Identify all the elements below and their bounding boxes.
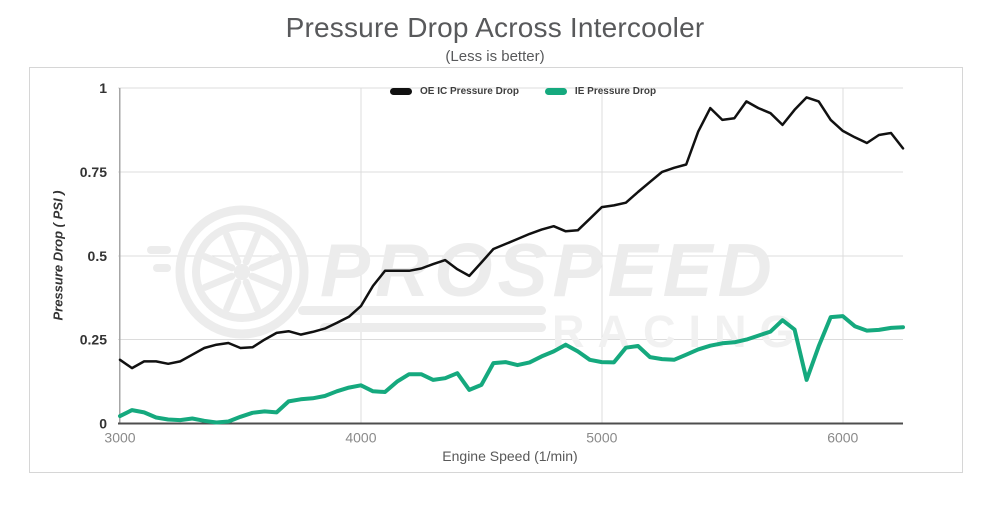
chart-outer-border — [29, 67, 963, 473]
legend-swatch-ie — [544, 88, 567, 95]
chart-subtitle: (Less is better) — [445, 48, 545, 65]
watermark-speed-stripe — [298, 306, 546, 315]
legend-swatch-oe-ic — [390, 88, 412, 95]
chart-title: Pressure Drop Across Intercooler — [285, 12, 705, 43]
y-tick-label: 0.25 — [80, 332, 107, 348]
watermark-wheel-hub — [234, 264, 250, 280]
legend-label-ie: IE Pressure Drop — [574, 86, 657, 97]
watermark-wheel-spoke — [242, 231, 261, 266]
watermark-wheel-spoke — [201, 272, 236, 291]
watermark-wheel-spoke — [248, 253, 283, 272]
legend: OE IC Pressure Drop IE Pressure Drop — [390, 86, 656, 97]
x-tick-label: 6000 — [827, 430, 858, 446]
watermark-wheel-spoke — [201, 253, 236, 272]
legend-label-oe-ic: OE IC Pressure Drop — [420, 86, 519, 97]
y-axis-title: Pressure Drop ( PSI ) — [50, 190, 66, 321]
watermark-speed-stripe — [153, 264, 171, 272]
y-tick-label: 1 — [99, 80, 107, 96]
legend-item-oe-ic-pressure-drop[interactable]: OE IC Pressure Drop — [390, 86, 519, 97]
series-line-ie-pressure-drop — [118, 314, 905, 425]
x-tick-label: 3000 — [104, 430, 135, 446]
watermark-wheel-spoke — [248, 272, 283, 291]
watermark-speed-stripe — [147, 246, 171, 254]
legend-item-ie-pressure-drop[interactable]: IE Pressure Drop — [544, 86, 657, 97]
y-tick-label: 0 — [99, 416, 107, 432]
x-axis-title: Engine Speed (1/min) — [442, 448, 578, 464]
watermark-wheel-spoke — [223, 278, 242, 313]
watermark-speed-stripe — [320, 323, 546, 332]
x-tick-label: 4000 — [345, 430, 376, 446]
x-tick-label: 5000 — [586, 430, 617, 446]
watermark-wheel-spoke — [242, 278, 261, 313]
watermark-wheel-outer-ring — [175, 205, 309, 339]
watermark-wheel-spoke — [223, 231, 242, 266]
series-line-oe-ic-pressure-drop — [118, 96, 905, 370]
y-tick-label: 0.75 — [80, 164, 107, 180]
watermark-wheel-inner-ring — [192, 222, 292, 322]
watermark-sub-text: RACING — [552, 306, 808, 357]
y-tick-label: 0.5 — [88, 248, 108, 264]
